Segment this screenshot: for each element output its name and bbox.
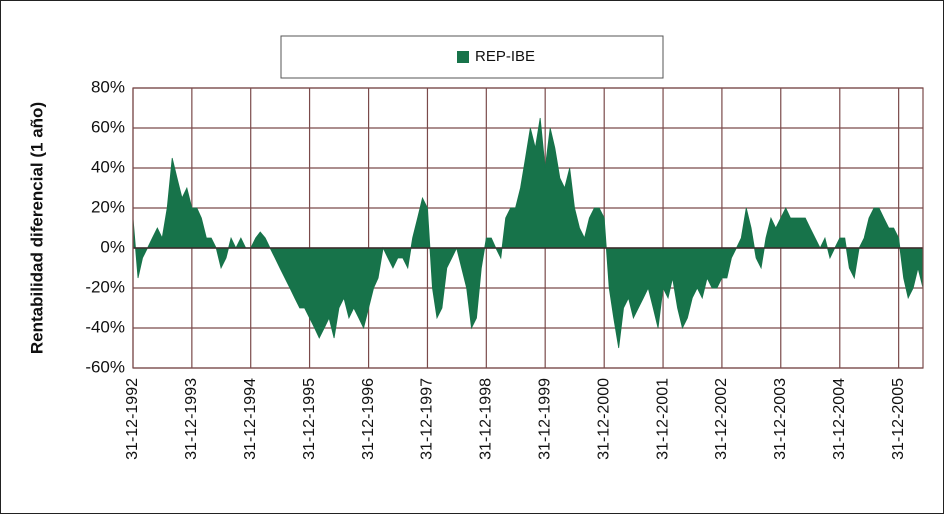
y-tick-label: 60% (91, 117, 125, 136)
x-tick-label: 31-12-1995 (301, 378, 318, 460)
legend-swatch (457, 51, 469, 63)
x-tick-label: 31-12-2001 (654, 378, 671, 460)
x-tick-label: 31-12-1999 (536, 378, 553, 460)
legend-label: REP-IBE (475, 48, 535, 65)
y-tick-label: -60% (85, 357, 125, 376)
x-tick-label: 31-12-1998 (478, 378, 495, 460)
y-tick-label: 20% (91, 197, 125, 216)
area (132, 117, 924, 349)
x-tick-label: 31-12-2005 (890, 378, 907, 460)
plot-border (132, 87, 924, 369)
y-tick-label: 0% (100, 237, 125, 256)
y-axis-label: Rentabilidad diferencial (1 año) (27, 102, 46, 354)
x-tick-label: 31-12-1993 (183, 378, 200, 460)
x-tick-label: 31-12-1992 (124, 378, 141, 460)
y-tick-label: -20% (85, 277, 125, 296)
y-tick-label: 40% (91, 157, 125, 176)
y-tick-label: 80% (91, 77, 125, 96)
x-tick-label: 31-12-1994 (242, 378, 259, 460)
y-tick-label: -40% (85, 317, 125, 336)
legend (280, 35, 664, 79)
x-tick-label: 31-12-1997 (419, 378, 436, 460)
x-tick-label: 31-12-2003 (772, 378, 789, 460)
x-tick-label: 31-12-2000 (595, 378, 612, 460)
x-tick-label: 31-12-1996 (360, 378, 377, 460)
x-tick-label: 31-12-2002 (713, 378, 730, 460)
x-tick-label: 31-12-2004 (831, 378, 848, 460)
